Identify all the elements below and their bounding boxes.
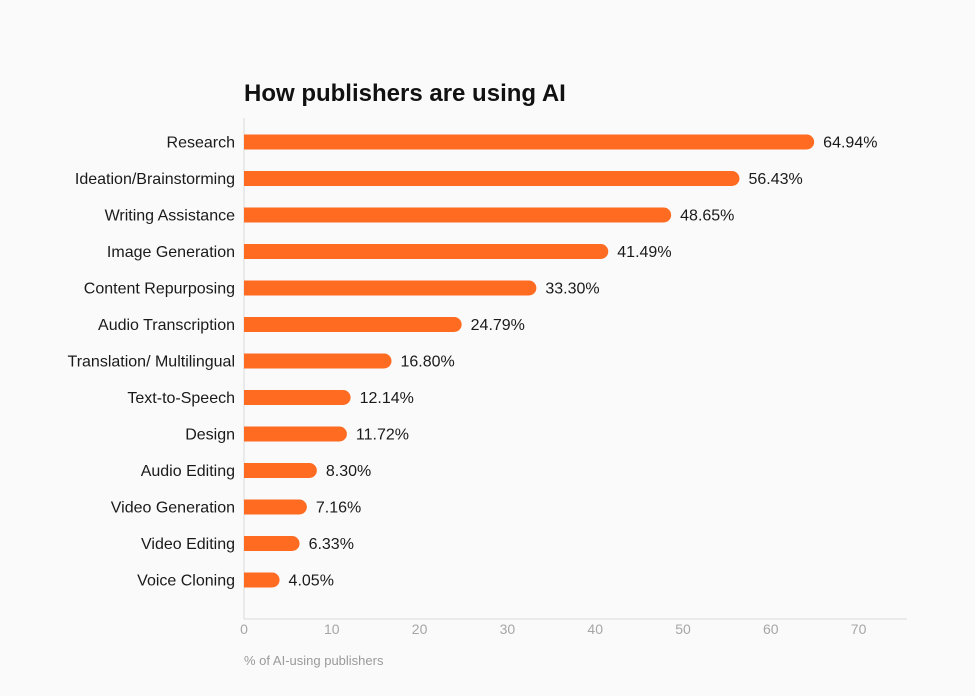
category-label: Text-to-Speech <box>127 390 235 407</box>
value-label: 56.43% <box>748 171 802 188</box>
x-tick-label: 30 <box>500 621 516 637</box>
category-label: Writing Assistance <box>105 208 236 225</box>
value-label: 7.16% <box>316 500 361 517</box>
bar <box>244 536 300 551</box>
x-tick-label: 40 <box>587 621 603 637</box>
bar <box>244 390 351 405</box>
bar <box>244 317 462 332</box>
value-label: 48.65% <box>680 208 734 225</box>
value-label: 64.94% <box>823 135 877 152</box>
bar <box>244 244 609 259</box>
x-tick-label: 20 <box>412 621 428 637</box>
value-label: 8.30% <box>326 463 371 480</box>
x-axis-label: % of AI-using publishers <box>244 653 384 668</box>
category-label: Audio Editing <box>141 463 235 480</box>
bar <box>244 426 347 442</box>
category-label: Audio Transcription <box>98 317 235 334</box>
value-label: 12.14% <box>360 390 414 407</box>
bar <box>244 353 392 369</box>
value-label: 11.72% <box>356 427 409 444</box>
x-ticks-layer: 0 10 20 30 40 50 60 70 <box>240 621 866 637</box>
bar <box>244 171 740 186</box>
bar <box>244 134 815 150</box>
bar <box>244 499 307 515</box>
x-tick-label: 10 <box>324 621 340 637</box>
value-label: 16.80% <box>401 354 455 371</box>
x-tick-label: 0 <box>240 621 248 637</box>
x-tick-label: 70 <box>851 621 867 637</box>
category-label: Video Editing <box>141 536 235 553</box>
bar <box>244 280 537 296</box>
x-tick-label: 60 <box>763 621 779 637</box>
category-label: Design <box>185 427 235 444</box>
bar <box>244 572 280 588</box>
bars-layer: Research 64.94% Ideation/Brainstorming 56.4… <box>68 134 877 590</box>
category-label: Image Generation <box>107 244 235 261</box>
bar <box>244 463 317 478</box>
category-label: Video Generation <box>111 500 235 517</box>
category-label: Ideation/Brainstorming <box>75 171 235 188</box>
value-label: 41.49% <box>617 244 671 261</box>
x-tick-label: 50 <box>675 621 691 637</box>
bar <box>244 207 672 223</box>
category-label: Translation/ Multilingual <box>68 354 235 371</box>
chart-title: How publishers are using AI <box>244 80 566 107</box>
category-label: Content Repurposing <box>84 281 235 298</box>
value-label: 24.79% <box>471 317 525 334</box>
value-label: 4.05% <box>289 573 334 590</box>
category-label: Voice Cloning <box>137 573 235 590</box>
value-label: 33.30% <box>545 281 599 298</box>
category-label: Research <box>167 135 235 152</box>
value-label: 6.33% <box>309 536 354 553</box>
